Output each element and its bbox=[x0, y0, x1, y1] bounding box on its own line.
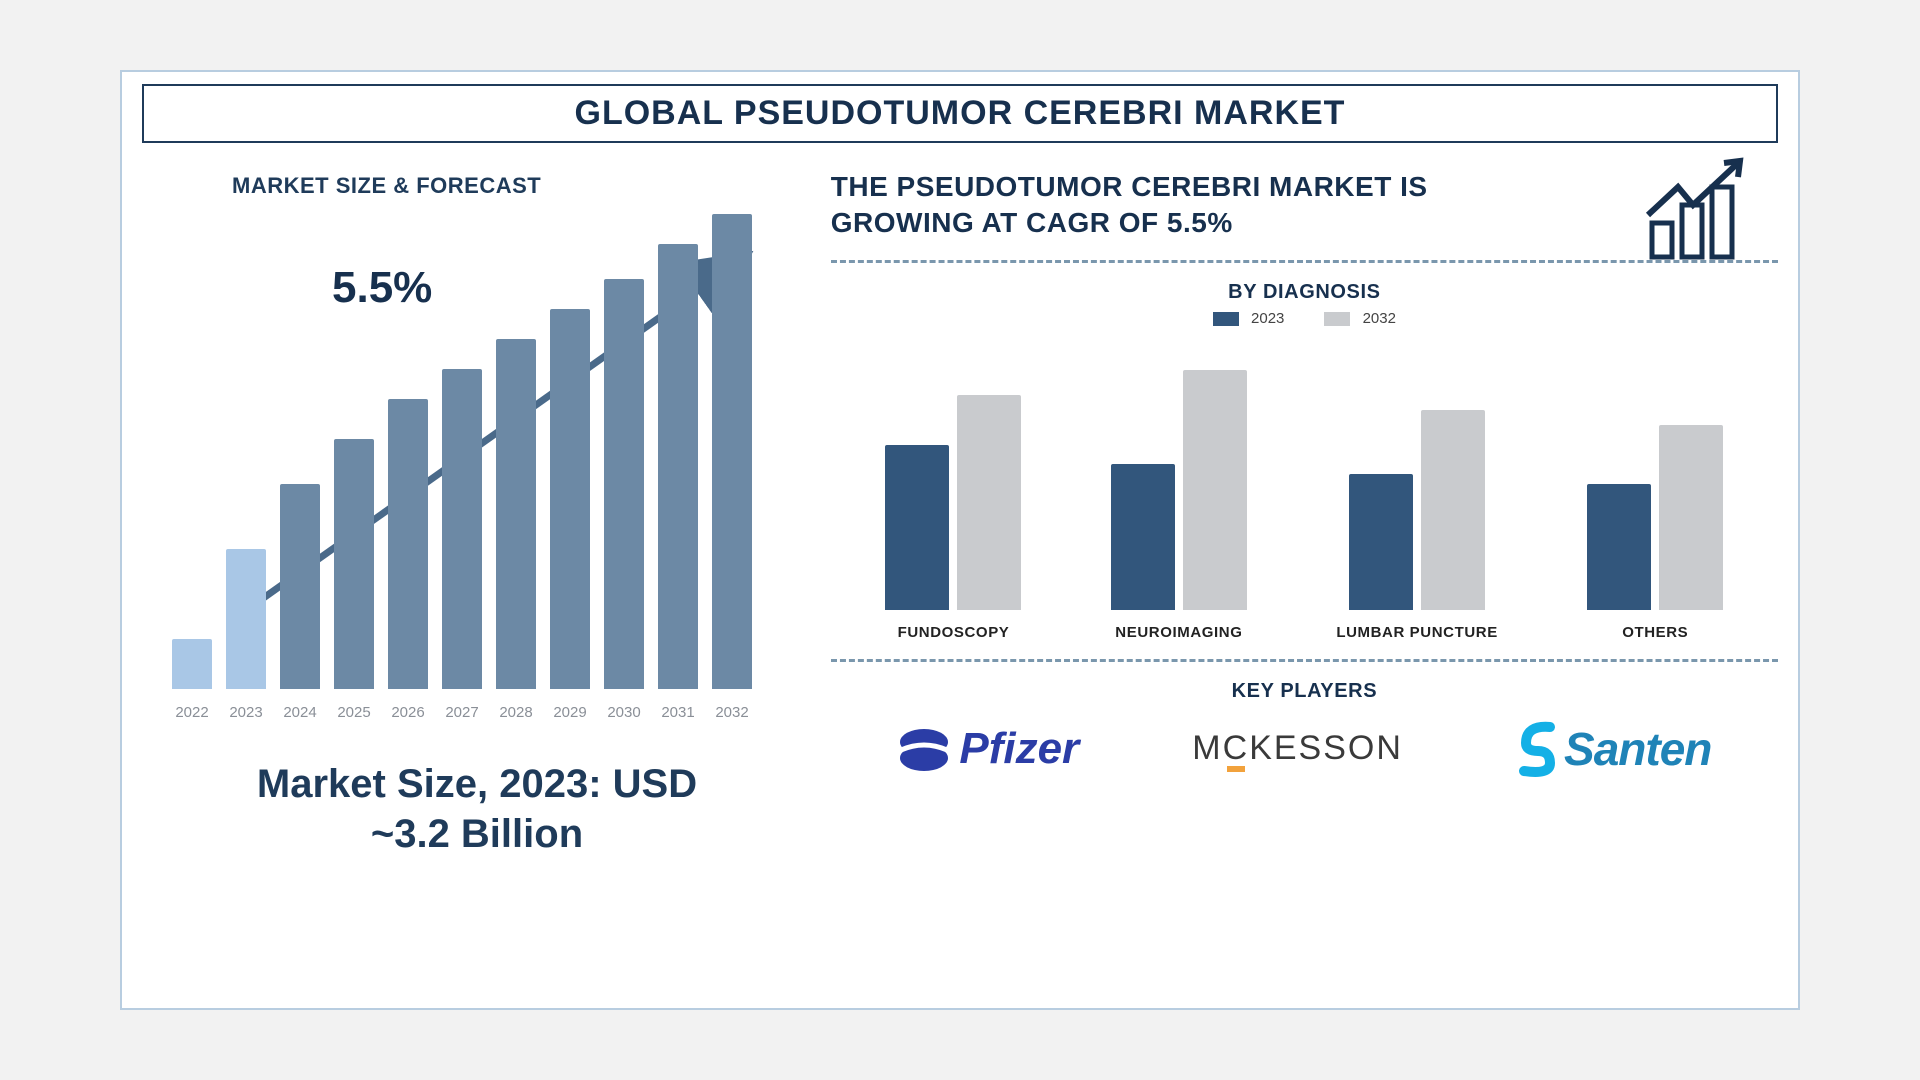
diagnosis-category-label: OTHERS bbox=[1622, 624, 1688, 641]
pfizer-swirl-icon bbox=[897, 722, 951, 776]
forecast-bar bbox=[388, 399, 428, 689]
forecast-x-label: 2031 bbox=[658, 704, 698, 721]
key-players-title: KEY PLAYERS bbox=[831, 680, 1778, 703]
diagnosis-bar bbox=[1349, 474, 1413, 610]
forecast-x-label: 2030 bbox=[604, 704, 644, 721]
forecast-x-label: 2029 bbox=[550, 704, 590, 721]
forecast-bar bbox=[334, 439, 374, 689]
forecast-x-label: 2032 bbox=[712, 704, 752, 721]
diagnosis-bar bbox=[1111, 464, 1175, 610]
forecast-bars-row bbox=[172, 214, 782, 689]
divider-1 bbox=[831, 260, 1778, 263]
mckesson-c: C bbox=[1223, 729, 1250, 768]
forecast-section-title: MARKET SIZE & FORECAST bbox=[232, 173, 801, 199]
diagnosis-group: LUMBAR PUNCTURE bbox=[1336, 410, 1498, 641]
forecast-bar bbox=[658, 244, 698, 689]
forecast-x-label: 2026 bbox=[388, 704, 428, 721]
forecast-bar bbox=[172, 639, 212, 689]
diagnosis-category-label: NEUROIMAGING bbox=[1115, 624, 1242, 641]
santen-text: Santen bbox=[1564, 722, 1711, 776]
forecast-x-label: 2023 bbox=[226, 704, 266, 721]
diagnosis-legend: 2023 2032 bbox=[831, 310, 1778, 327]
market-size-line1: Market Size, 2023: USD bbox=[257, 762, 697, 806]
forecast-x-labels: 2022 2023 2024 2025 2026 2027 2028 2029 2030 2031… bbox=[172, 704, 782, 721]
legend-item-2032: 2032 bbox=[1324, 310, 1396, 327]
forecast-x-label: 2025 bbox=[334, 704, 374, 721]
santen-logo: Santen bbox=[1516, 721, 1711, 777]
growth-headline: THE PSEUDOTUMOR CEREBRI MARKET IS GROWIN… bbox=[831, 169, 1561, 242]
left-panel: MARKET SIZE & FORECAST 5.5% 202220232024… bbox=[142, 163, 801, 977]
diagnosis-section-title: BY DIAGNOSIS bbox=[831, 281, 1778, 304]
market-size-callout: Market Size, 2023: USD ~3.2 Billion bbox=[172, 759, 782, 859]
forecast-x-label: 2027 bbox=[442, 704, 482, 721]
pfizer-logo: Pfizer bbox=[897, 722, 1079, 776]
diagnosis-bar bbox=[885, 445, 949, 610]
diagnosis-bar bbox=[1421, 410, 1485, 610]
mckesson-m: M bbox=[1192, 729, 1222, 767]
key-players-logos: Pfizer MCKESSON Santen bbox=[831, 721, 1778, 777]
diagnosis-group: FUNDOSCOPY bbox=[885, 395, 1021, 641]
diagnosis-bar bbox=[1659, 425, 1723, 610]
page-title: GLOBAL PSEUDOTUMOR CEREBRI MARKET bbox=[144, 94, 1776, 133]
forecast-bar-chart: 2022 2023 2024 2025 2026 2027 2028 2029 2030 2031… bbox=[172, 209, 782, 729]
forecast-bar bbox=[496, 339, 536, 689]
diagnosis-group: NEUROIMAGING bbox=[1111, 370, 1247, 641]
forecast-x-label: 2022 bbox=[172, 704, 212, 721]
columns: MARKET SIZE & FORECAST 5.5% 202220232024… bbox=[142, 163, 1778, 977]
diagnosis-bar-chart: FUNDOSCOPY NEUROIMAGING LUMBAR PUNCTURE OTH… bbox=[831, 341, 1778, 641]
right-panel: THE PSEUDOTUMOR CEREBRI MARKET IS GROWIN… bbox=[831, 163, 1778, 977]
diagnosis-category-label: FUNDOSCOPY bbox=[898, 624, 1010, 641]
title-box: GLOBAL PSEUDOTUMOR CEREBRI MARKET bbox=[142, 84, 1778, 143]
legend-swatch-2032 bbox=[1324, 312, 1350, 326]
forecast-bar bbox=[442, 369, 482, 689]
legend-swatch-2023 bbox=[1213, 312, 1239, 326]
forecast-bar bbox=[226, 549, 266, 689]
pfizer-text: Pfizer bbox=[959, 724, 1079, 774]
legend-label-2023: 2023 bbox=[1251, 310, 1284, 327]
legend-item-2023: 2023 bbox=[1213, 310, 1285, 327]
forecast-bar bbox=[550, 309, 590, 689]
diagnosis-group: OTHERS bbox=[1587, 425, 1723, 641]
diagnosis-bar bbox=[1183, 370, 1247, 610]
forecast-bar bbox=[604, 279, 644, 689]
divider-2 bbox=[831, 659, 1778, 662]
forecast-x-label: 2024 bbox=[280, 704, 320, 721]
forecast-bar bbox=[712, 214, 752, 689]
forecast-bar bbox=[280, 484, 320, 689]
legend-label-2032: 2032 bbox=[1363, 310, 1396, 327]
diagnosis-category-label: LUMBAR PUNCTURE bbox=[1336, 624, 1498, 641]
santen-s-icon bbox=[1516, 721, 1560, 777]
diagnosis-bar bbox=[1587, 484, 1651, 610]
forecast-x-label: 2028 bbox=[496, 704, 536, 721]
growth-chart-icon bbox=[1638, 157, 1768, 267]
diagnosis-bar bbox=[957, 395, 1021, 610]
infographic-frame: GLOBAL PSEUDOTUMOR CEREBRI MARKET MARKET… bbox=[120, 70, 1800, 1010]
mckesson-logo: MCKESSON bbox=[1192, 729, 1403, 768]
market-size-line2: ~3.2 Billion bbox=[371, 812, 583, 856]
mckesson-rest: KESSON bbox=[1249, 729, 1403, 767]
